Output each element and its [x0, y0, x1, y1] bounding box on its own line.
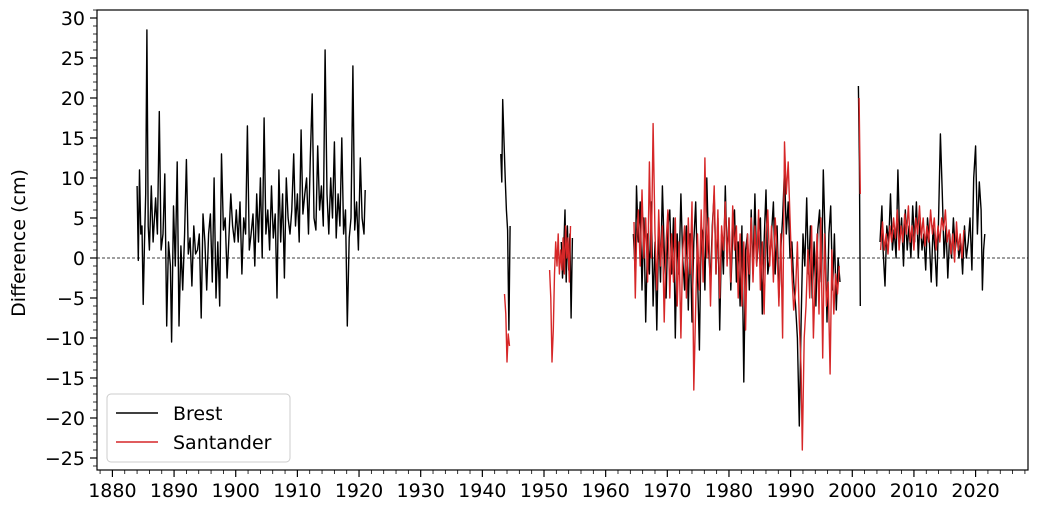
x-tick-label-1940: 1940	[458, 480, 506, 502]
y-tick-label-10: 10	[61, 168, 85, 190]
legend-label-brest: Brest	[173, 403, 222, 425]
y-tick-label--20: −20	[45, 408, 85, 430]
y-tick-label--15: −15	[45, 368, 85, 390]
x-tick-label-2000: 2000	[828, 480, 876, 502]
x-tick-label-1890: 1890	[150, 480, 198, 502]
series-line-santander-segment-1	[503, 293, 511, 363]
x-tick-label-1950: 1950	[520, 480, 568, 502]
plot-area	[96, 9, 1029, 471]
y-axis-label-group: Difference (cm)	[8, 169, 30, 317]
y-tick-label-15: 15	[61, 128, 85, 150]
y-tick-label-20: 20	[61, 88, 85, 110]
series-line-brest-segment-1	[136, 29, 366, 343]
y-tick-label-25: 25	[61, 48, 85, 70]
legend-box	[106, 393, 291, 463]
series-line-brest-segment-2	[500, 98, 511, 331]
y-tick-label--10: −10	[45, 328, 85, 350]
x-tick-label-1980: 1980	[705, 480, 753, 502]
y-axis-label: Difference (cm)	[8, 169, 30, 317]
x-tick-label-1900: 1900	[212, 480, 260, 502]
x-tick-label-1990: 1990	[766, 480, 814, 502]
axis-ticks: 1880 1890 1900 1910 1920 1930 1940 1950 1960 1970…	[45, 8, 1026, 502]
series-line-santander-segment-5	[879, 205, 965, 263]
y-tick-label--25: −25	[45, 448, 85, 470]
y-tick-label-30: 30	[61, 8, 85, 30]
x-tick-label-1910: 1910	[273, 480, 321, 502]
series-line-santander-segment-4	[858, 97, 861, 195]
series-line-brest-segment-4	[632, 169, 841, 427]
x-tick-label-1920: 1920	[335, 480, 383, 502]
plot-frame	[96, 9, 1029, 471]
y-tick-label-0: 0	[73, 248, 85, 270]
legend-label-santander: Santander	[173, 432, 272, 454]
x-tick-label-1880: 1880	[88, 480, 136, 502]
y-tick-label--5: −5	[57, 288, 85, 310]
x-tick-label-1930: 1930	[397, 480, 445, 502]
x-tick-label-1960: 1960	[581, 480, 629, 502]
x-tick-label-2020: 2020	[951, 480, 999, 502]
x-tick-label-2010: 2010	[890, 480, 938, 502]
series-line-santander-segment-2	[548, 225, 572, 363]
y-tick-label-5: 5	[73, 208, 85, 230]
x-tick-label-1970: 1970	[643, 480, 691, 502]
series-line-santander-segment-3	[633, 122, 840, 451]
legend: Brest Santander	[106, 393, 291, 463]
series-line-brest-segment-6	[879, 133, 986, 291]
